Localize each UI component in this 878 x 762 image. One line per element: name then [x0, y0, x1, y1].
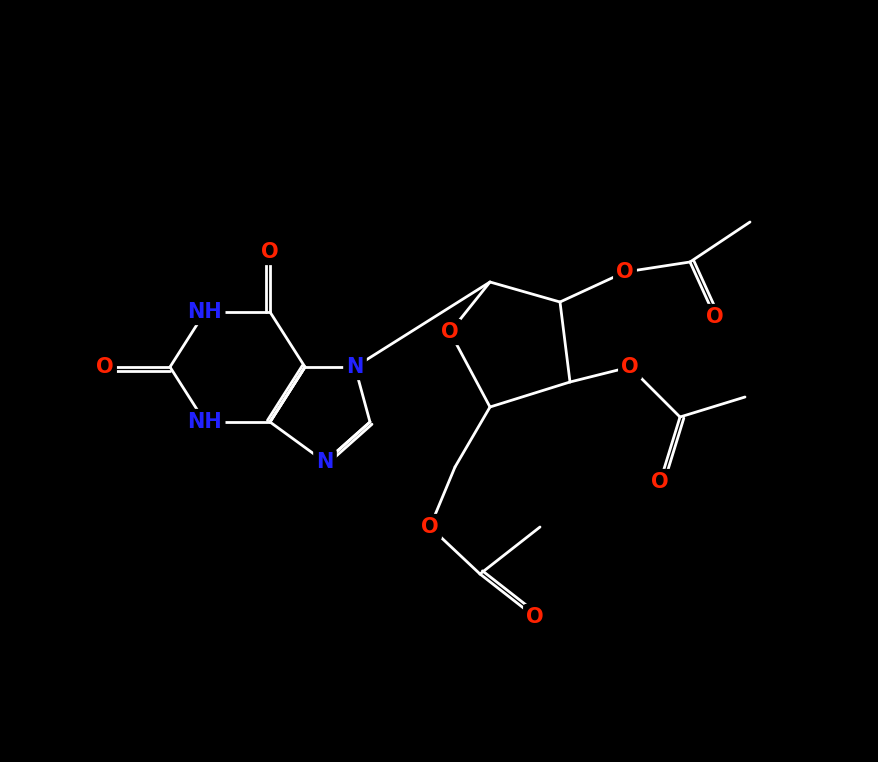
Text: O: O [96, 357, 113, 377]
Text: O: O [261, 242, 278, 262]
Text: O: O [441, 322, 458, 342]
Text: N: N [316, 452, 334, 472]
Text: NH: NH [187, 302, 222, 322]
Text: O: O [621, 357, 638, 377]
Text: O: O [526, 607, 543, 627]
Text: O: O [421, 517, 438, 537]
Text: O: O [615, 262, 633, 282]
Text: O: O [705, 307, 723, 327]
Text: O: O [651, 472, 668, 492]
Text: NH: NH [187, 412, 222, 432]
Text: N: N [346, 357, 363, 377]
